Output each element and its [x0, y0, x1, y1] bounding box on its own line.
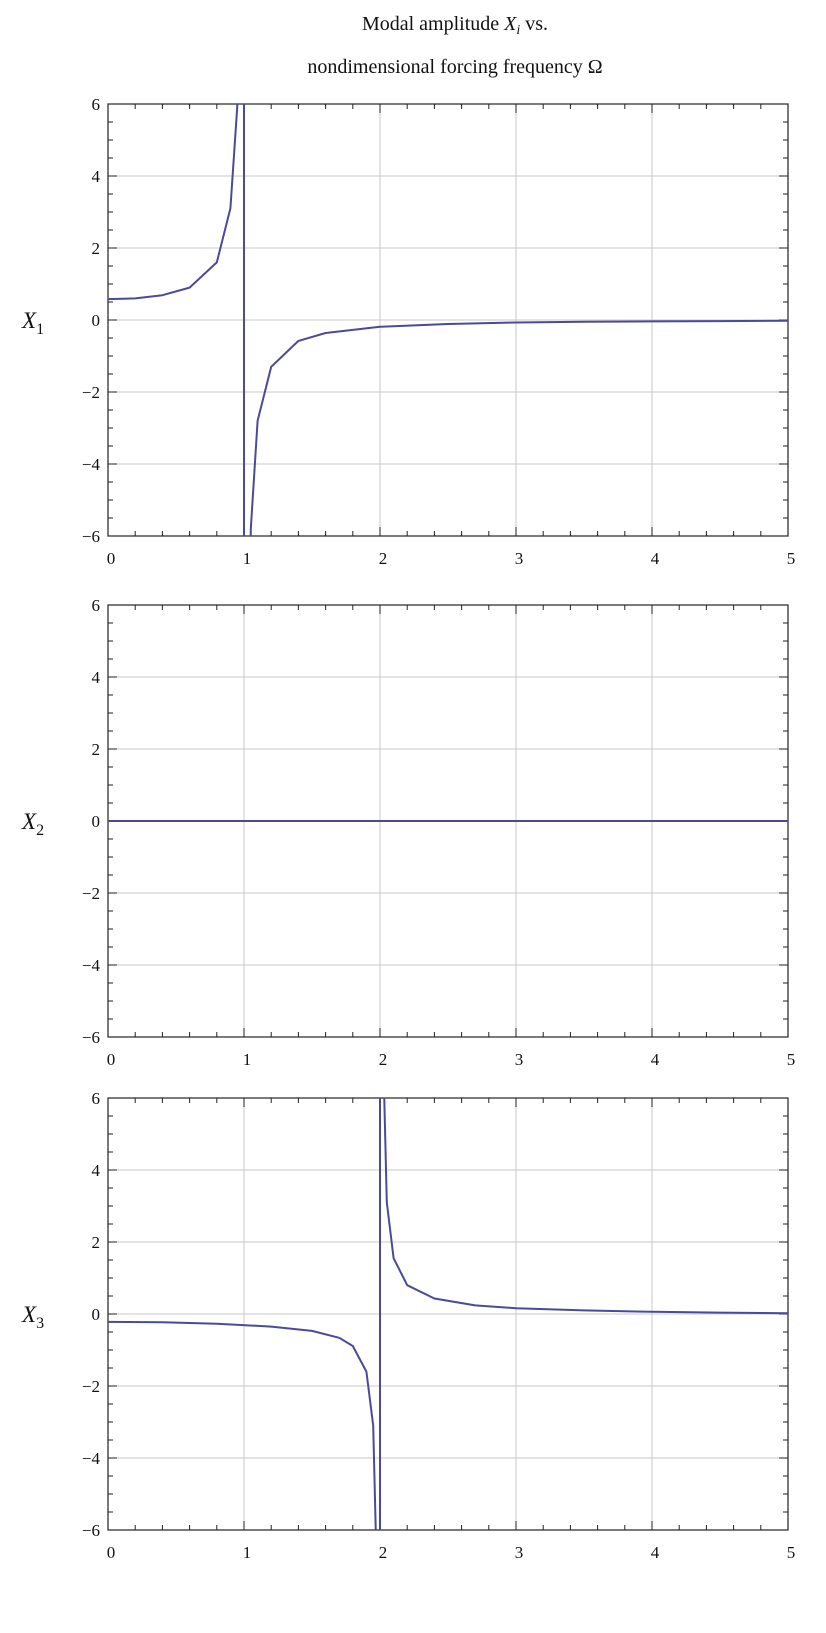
- y-tick-label: −6: [82, 1028, 100, 1047]
- chart-panels: 0 1 2 3 4 5 −6 −4 −2 0 2 4 6 X1 0 1 2 3 4 5 −6 −4 −2 0 2 4 6 X2 0 1 2 3…: [21, 95, 796, 1562]
- title-line-1: Modal amplitude Xi vs.: [362, 13, 548, 38]
- x-tick-label: 0: [107, 549, 116, 568]
- title-line-2: nondimensional forcing frequency Ω: [307, 56, 602, 78]
- x-tick-label: 2: [379, 549, 388, 568]
- y-tick-label: −4: [82, 956, 101, 975]
- series-line-1: [108, 104, 788, 536]
- y-tick-label: −6: [82, 1521, 100, 1540]
- x-tick-label: 0: [107, 1543, 116, 1562]
- y-axis-label: X2: [21, 809, 44, 839]
- series-line-1: [108, 1098, 788, 1530]
- x-tick-label: 3: [515, 549, 524, 568]
- plot-frame: [107, 103, 789, 537]
- chart-panel-3: 0 1 2 3 4 5 −6 −4 −2 0 2 4 6 X3: [21, 1089, 796, 1562]
- y-tick-label: 6: [92, 95, 101, 114]
- y-tick-label: 0: [92, 1305, 101, 1324]
- y-tick-label: −6: [82, 527, 100, 546]
- y-tick-label: 6: [92, 1089, 101, 1108]
- y-tick-label: 2: [92, 1233, 101, 1252]
- y-tick-label: 0: [92, 311, 101, 330]
- y-axis-label: X3: [21, 1302, 44, 1332]
- x-tick-label: 5: [787, 1543, 796, 1562]
- x-tick-label: 2: [379, 1543, 388, 1562]
- x-tick-label: 4: [651, 549, 660, 568]
- y-tick-label: −2: [82, 383, 100, 402]
- x-tick-label: 5: [787, 549, 796, 568]
- y-tick-label: −2: [82, 884, 100, 903]
- x-tick-label: 0: [107, 1050, 116, 1069]
- y-tick-label: 2: [92, 740, 101, 759]
- x-tick-label: 1: [243, 1050, 252, 1069]
- y-tick-label: −4: [82, 455, 101, 474]
- y-tick-label: 4: [92, 668, 101, 687]
- y-tick-label: 0: [92, 812, 101, 831]
- x-tick-label: 3: [515, 1050, 524, 1069]
- y-tick-label: 6: [92, 596, 101, 615]
- y-axis-label: X1: [21, 308, 44, 338]
- x-tick-label: 3: [515, 1543, 524, 1562]
- y-tick-label: 4: [92, 167, 101, 186]
- x-tick-label: 4: [651, 1543, 660, 1562]
- x-tick-label: 5: [787, 1050, 796, 1069]
- x-tick-label: 1: [243, 1543, 252, 1562]
- chart-panel-2: 0 1 2 3 4 5 −6 −4 −2 0 2 4 6 X2: [21, 596, 795, 1069]
- plot-frame: [107, 1097, 789, 1531]
- x-tick-label: 1: [243, 549, 252, 568]
- chart-panel-1: 0 1 2 3 4 5 −6 −4 −2 0 2 4 6 X1: [21, 95, 796, 568]
- y-tick-label: −2: [82, 1377, 100, 1396]
- y-tick-label: 2: [92, 239, 101, 258]
- x-tick-label: 4: [651, 1050, 660, 1069]
- y-tick-label: −4: [82, 1449, 101, 1468]
- x-tick-label: 2: [379, 1050, 388, 1069]
- y-tick-label: 4: [92, 1161, 101, 1180]
